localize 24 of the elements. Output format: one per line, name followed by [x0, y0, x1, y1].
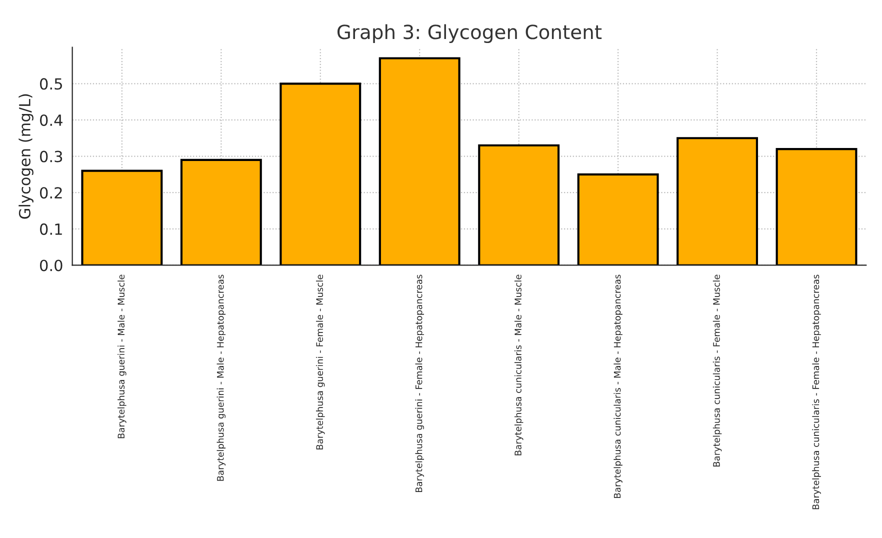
x-tick-label: Barytelphusa cunicularis - Female - Hepatopancreas — [812, 274, 821, 510]
chart-title: Graph 3: Glycogen Content — [338, 24, 602, 44]
x-tick-label: Barytelphusa cunicularis - Male - Muscle — [514, 274, 524, 456]
x-tick-label: Barytelphusa guerini - Female - Muscle — [316, 274, 325, 450]
x-tick-label: Barytelphusa guerini - Female - Hepatopancreas — [415, 274, 424, 492]
bar — [676, 137, 758, 266]
x-tick-label: Barytelphusa cunicularis - Female - Muscle — [712, 274, 722, 466]
y-tick-label: 0.1 — [40, 223, 62, 235]
x-tick-label: Barytelphusa guerini - Male - Hepatopancreas — [216, 274, 226, 481]
y-tick-label: 0.4 — [40, 114, 62, 126]
bar — [776, 148, 858, 266]
y-axis-title: Glycogen (mg/L) — [18, 94, 34, 219]
bar — [81, 170, 163, 266]
bar — [378, 57, 460, 266]
bar — [180, 158, 262, 266]
bar — [478, 144, 560, 266]
y-tick-label: 0.5 — [40, 78, 62, 90]
y-tick-label: 0.2 — [40, 187, 62, 199]
x-tick-label: Barytelphusa cunicularis - Male - Hepatopancreas — [614, 274, 622, 498]
bar — [577, 173, 659, 266]
y-tick-label: 0.0 — [40, 260, 62, 272]
y-tick-label: 0.3 — [40, 150, 62, 162]
bar — [280, 82, 362, 266]
x-tick-label: Barytelphusa guerini - Male - Muscle — [118, 274, 126, 438]
